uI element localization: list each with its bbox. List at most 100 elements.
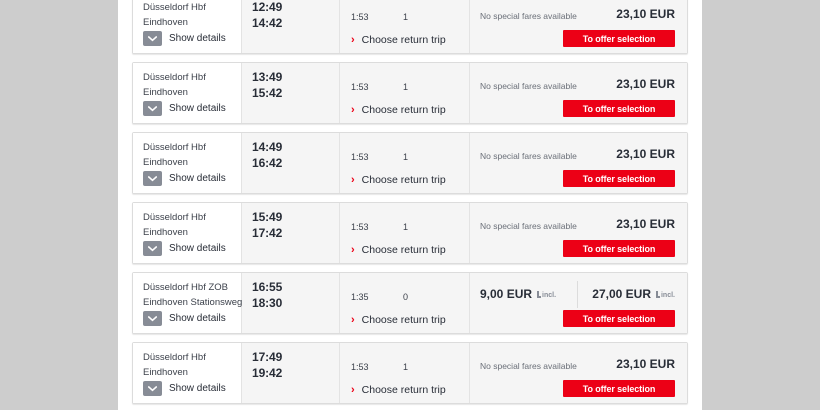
show-details-toggle[interactable]: Show details bbox=[143, 31, 226, 46]
times-column: 17:49 19:42 bbox=[241, 343, 339, 403]
origin-station: Düsseldorf Hbf bbox=[143, 72, 206, 83]
choose-return-trip-label: Choose return trip bbox=[361, 34, 446, 46]
price-divider bbox=[577, 281, 578, 308]
choose-return-trip-label: Choose return trip bbox=[361, 174, 446, 186]
choose-return-trip-link[interactable]: › Choose return trip bbox=[351, 244, 446, 256]
times-column: 14:49 16:42 bbox=[241, 133, 339, 193]
incl-badge: incl. bbox=[537, 290, 556, 299]
price-column: No special fares available 23,10 EUR To … bbox=[469, 63, 687, 123]
times-column: 16:55 18:30 bbox=[241, 273, 339, 333]
price-primary-value: 23,10 EUR bbox=[616, 217, 675, 231]
changes-count: 1 bbox=[403, 362, 409, 372]
connection-row[interactable]: Düsseldorf Hbf Eindhoven Show details 12… bbox=[132, 0, 688, 54]
origin-station: Düsseldorf Hbf bbox=[143, 142, 206, 153]
price-column: 9,00 EUR incl. 27,00 EUR incl. To offer … bbox=[469, 273, 687, 333]
price-primary-value: 23,10 EUR bbox=[616, 77, 675, 91]
stations-column: Düsseldorf Hbf ZOB Eindhoven Stationsweg… bbox=[133, 273, 242, 333]
incl-label: incl. bbox=[542, 292, 557, 299]
chevron-right-icon: › bbox=[351, 173, 355, 186]
journey-details-column: 1:53 1 ERB, IC › Choose return trip bbox=[339, 203, 505, 263]
times-column: 15:49 17:42 bbox=[241, 203, 339, 263]
chevron-right-icon: › bbox=[351, 103, 355, 116]
chevron-down-icon[interactable] bbox=[143, 241, 162, 256]
origin-station: Düsseldorf Hbf ZOB bbox=[143, 282, 228, 293]
price-primary: 23,10 EUR bbox=[616, 147, 675, 161]
chevron-down-icon[interactable] bbox=[143, 311, 162, 326]
choose-return-trip-link[interactable]: › Choose return trip bbox=[351, 174, 446, 186]
departure-time: 12:49 bbox=[252, 0, 283, 14]
price-primary: 23,10 EUR bbox=[616, 217, 675, 231]
fare-note: No special fares available bbox=[480, 11, 577, 21]
choose-return-trip-label: Choose return trip bbox=[361, 104, 446, 116]
arrival-time: 14:42 bbox=[252, 16, 283, 30]
price-column: No special fares available 23,10 EUR To … bbox=[469, 343, 687, 403]
show-details-toggle[interactable]: Show details bbox=[143, 241, 226, 256]
arrival-time: 15:42 bbox=[252, 86, 283, 100]
chevron-right-icon: › bbox=[351, 313, 355, 326]
show-details-label: Show details bbox=[169, 313, 226, 324]
choose-return-trip-link[interactable]: › Choose return trip bbox=[351, 34, 446, 46]
chevron-right-icon: › bbox=[351, 33, 355, 46]
stations-column: Düsseldorf Hbf Eindhoven Show details bbox=[133, 63, 241, 123]
show-details-toggle[interactable]: Show details bbox=[143, 101, 226, 116]
price-primary-value: 23,10 EUR bbox=[616, 147, 675, 161]
price-secondary-value: 9,00 EUR bbox=[480, 287, 533, 301]
price-column: No special fares available 23,10 EUR To … bbox=[469, 203, 687, 263]
connection-row[interactable]: Düsseldorf Hbf Eindhoven Show details 14… bbox=[132, 132, 688, 194]
connection-row[interactable]: Düsseldorf Hbf Eindhoven Show details 17… bbox=[132, 342, 688, 404]
to-offer-selection-button[interactable]: To offer selection bbox=[563, 100, 675, 117]
origin-station: Düsseldorf Hbf bbox=[143, 352, 206, 363]
choose-return-trip-label: Choose return trip bbox=[361, 384, 446, 396]
show-details-label: Show details bbox=[169, 383, 226, 394]
stations-column: Düsseldorf Hbf Eindhoven Show details bbox=[133, 203, 241, 263]
show-details-label: Show details bbox=[169, 173, 226, 184]
chevron-down-icon[interactable] bbox=[143, 101, 162, 116]
to-offer-selection-button[interactable]: To offer selection bbox=[563, 240, 675, 257]
choose-return-trip-link[interactable]: › Choose return trip bbox=[351, 384, 446, 396]
connection-row[interactable]: Düsseldorf Hbf ZOB Eindhoven Stationsweg… bbox=[132, 272, 688, 334]
choose-return-trip-link[interactable]: › Choose return trip bbox=[351, 314, 446, 326]
price-primary: 27,00 EUR incl. bbox=[592, 287, 675, 301]
chevron-right-icon: › bbox=[351, 243, 355, 256]
duration-value: 1:53 bbox=[351, 82, 369, 92]
to-offer-selection-button[interactable]: To offer selection bbox=[563, 380, 675, 397]
price-primary: 23,10 EUR bbox=[616, 77, 675, 91]
fare-note: No special fares available bbox=[480, 361, 577, 371]
destination-station: Eindhoven bbox=[143, 87, 188, 98]
show-details-toggle[interactable]: Show details bbox=[143, 381, 226, 396]
price-primary-value: 23,10 EUR bbox=[616, 357, 675, 371]
choose-return-trip-link[interactable]: › Choose return trip bbox=[351, 104, 446, 116]
chevron-right-icon: › bbox=[351, 383, 355, 396]
departure-time: 15:49 bbox=[252, 210, 283, 224]
origin-station: Düsseldorf Hbf bbox=[143, 212, 206, 223]
destination-station: Eindhoven bbox=[143, 157, 188, 168]
connection-row[interactable]: Düsseldorf Hbf Eindhoven Show details 15… bbox=[132, 202, 688, 264]
chevron-down-icon[interactable] bbox=[143, 381, 162, 396]
connection-results-list: Düsseldorf Hbf Eindhoven Show details 12… bbox=[132, 0, 688, 410]
connection-row[interactable]: Düsseldorf Hbf Eindhoven Show details 13… bbox=[132, 62, 688, 124]
chevron-down-icon[interactable] bbox=[143, 171, 162, 186]
changes-count: 1 bbox=[403, 82, 409, 92]
price-primary: 23,10 EUR bbox=[616, 7, 675, 21]
incl-label: incl. bbox=[660, 292, 675, 299]
price-primary-value: 23,10 EUR bbox=[616, 7, 675, 21]
origin-station: Düsseldorf Hbf bbox=[143, 2, 206, 13]
departure-time: 16:55 bbox=[252, 280, 283, 294]
show-details-label: Show details bbox=[169, 243, 226, 254]
to-offer-selection-button[interactable]: To offer selection bbox=[563, 310, 675, 327]
show-details-toggle[interactable]: Show details bbox=[143, 311, 226, 326]
choose-return-trip-label: Choose return trip bbox=[361, 244, 446, 256]
show-details-toggle[interactable]: Show details bbox=[143, 171, 226, 186]
show-details-label: Show details bbox=[169, 103, 226, 114]
duration-value: 1:35 bbox=[351, 292, 369, 302]
to-offer-selection-button[interactable]: To offer selection bbox=[563, 30, 675, 47]
to-offer-selection-button[interactable]: To offer selection bbox=[563, 170, 675, 187]
changes-count: 1 bbox=[403, 12, 409, 22]
journey-details-column: 1:53 1 ERB, IC › Choose return trip bbox=[339, 63, 505, 123]
journey-details-column: 1:53 1 ERB, IC › Choose return trip bbox=[339, 133, 505, 193]
fare-note: No special fares available bbox=[480, 151, 577, 161]
stations-column: Düsseldorf Hbf Eindhoven Show details bbox=[133, 133, 241, 193]
price-secondary: 9,00 EUR incl. bbox=[480, 287, 556, 301]
chevron-down-icon[interactable] bbox=[143, 31, 162, 46]
journey-summary: 1:53 1 ERB, IC bbox=[340, 222, 505, 234]
